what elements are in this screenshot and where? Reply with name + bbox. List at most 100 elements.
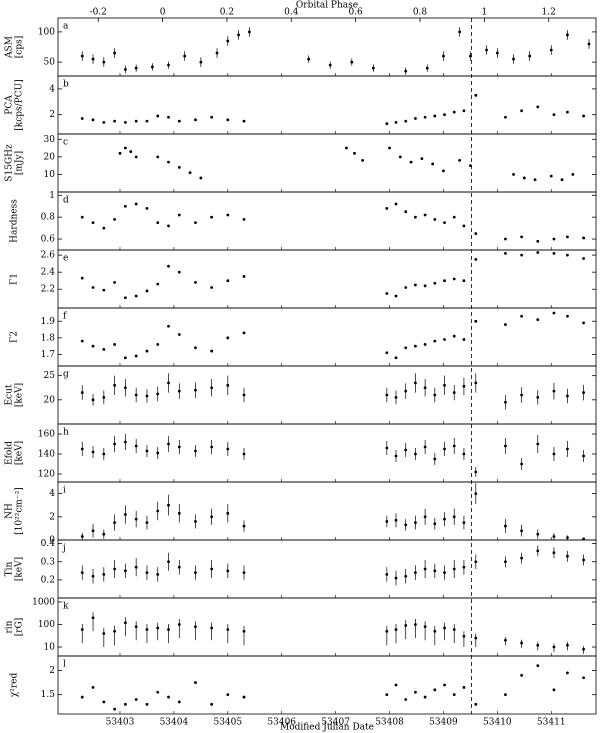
- data-point: [504, 693, 507, 697]
- y-tick-label: 30: [44, 135, 56, 145]
- data-point: [582, 114, 586, 118]
- data-point: [385, 351, 389, 355]
- data-point: [210, 386, 214, 390]
- top-tick-label: 0.8: [413, 8, 428, 18]
- data-point: [177, 119, 181, 123]
- data-point: [199, 176, 203, 180]
- data-point: [91, 686, 95, 689]
- data-point: [188, 171, 192, 175]
- panel-frame: [57, 481, 597, 541]
- data-point: [398, 155, 402, 159]
- data-point: [145, 449, 149, 453]
- data-point: [474, 319, 478, 323]
- panel-data: [80, 251, 586, 300]
- y-axis-label: [kcps/PCU]: [15, 79, 25, 130]
- data-point: [194, 449, 197, 453]
- data-point: [522, 176, 526, 180]
- data-point: [91, 221, 95, 225]
- data-point: [210, 626, 214, 630]
- panel-frame: [57, 655, 597, 715]
- data-point: [167, 160, 170, 164]
- data-point: [134, 66, 138, 70]
- data-point: [462, 224, 466, 228]
- data-point: [242, 524, 246, 528]
- data-point: [177, 445, 181, 449]
- y-tick-label: 10: [44, 643, 56, 653]
- data-point: [404, 574, 408, 578]
- data-point: [504, 323, 507, 326]
- data-point: [414, 117, 417, 120]
- top-axis-label: Orbital Phase: [296, 1, 358, 11]
- data-point: [560, 178, 564, 182]
- y-tick-label: 0.4: [41, 539, 56, 549]
- data-point: [194, 346, 197, 350]
- data-point: [582, 558, 586, 562]
- y-axis-label: [keV]: [15, 383, 25, 407]
- top-tick-label: 1.2: [542, 8, 556, 18]
- data-point: [226, 569, 230, 573]
- y-axis-label: Hardness: [10, 199, 20, 243]
- data-point: [587, 42, 591, 46]
- y-tick-label: 20: [44, 395, 56, 405]
- data-point: [226, 693, 230, 697]
- data-point: [566, 110, 569, 114]
- top-tick-label: -0.2: [90, 8, 107, 18]
- y-tick-label: 2.4: [41, 268, 56, 278]
- panel-frame: [57, 191, 597, 251]
- data-point: [520, 673, 524, 677]
- data-point: [431, 162, 435, 166]
- data-point: [552, 311, 556, 315]
- data-point: [156, 451, 160, 455]
- data-point: [443, 221, 446, 225]
- data-point: [414, 344, 417, 348]
- data-point: [242, 275, 246, 278]
- data-point: [443, 383, 446, 387]
- data-point: [210, 445, 214, 449]
- data-point: [582, 321, 586, 325]
- data-point: [512, 173, 515, 176]
- data-point: [183, 54, 187, 58]
- data-point: [113, 442, 117, 446]
- panel-letter: a: [63, 22, 69, 32]
- data-point: [226, 383, 230, 387]
- data-point: [80, 54, 84, 58]
- data-point: [113, 343, 117, 346]
- y-tick-label: 20: [44, 152, 56, 162]
- data-point: [433, 393, 437, 397]
- data-point: [536, 442, 540, 446]
- data-point: [226, 39, 230, 43]
- data-point: [113, 521, 117, 524]
- data-point: [156, 690, 160, 694]
- data-point: [177, 389, 181, 393]
- data-point: [404, 389, 408, 393]
- data-point: [134, 444, 138, 448]
- x-tick-label: 53407: [321, 718, 350, 728]
- panel-letter: f: [63, 312, 67, 322]
- panel-data: [80, 373, 586, 410]
- data-point: [91, 529, 95, 533]
- data-point: [102, 288, 106, 292]
- data-point: [394, 202, 398, 206]
- data-point: [102, 348, 106, 351]
- panel-letter: b: [63, 80, 69, 90]
- data-point: [385, 693, 389, 697]
- data-point: [194, 388, 197, 392]
- data-point: [552, 645, 556, 649]
- data-point: [102, 700, 106, 704]
- y-tick-label: 0.8: [41, 213, 56, 223]
- data-point: [91, 574, 95, 578]
- y-tick-label: 10: [44, 170, 56, 180]
- data-point: [414, 283, 417, 287]
- panel-letter: g: [63, 370, 69, 380]
- data-point: [394, 121, 398, 124]
- data-point: [167, 381, 170, 385]
- data-point: [582, 647, 586, 651]
- data-point: [177, 623, 181, 626]
- data-point: [452, 215, 456, 219]
- data-point: [582, 676, 586, 680]
- data-point: [420, 157, 424, 161]
- data-point: [582, 391, 586, 394]
- data-point: [388, 146, 391, 150]
- data-point: [194, 571, 197, 575]
- data-point: [80, 535, 84, 538]
